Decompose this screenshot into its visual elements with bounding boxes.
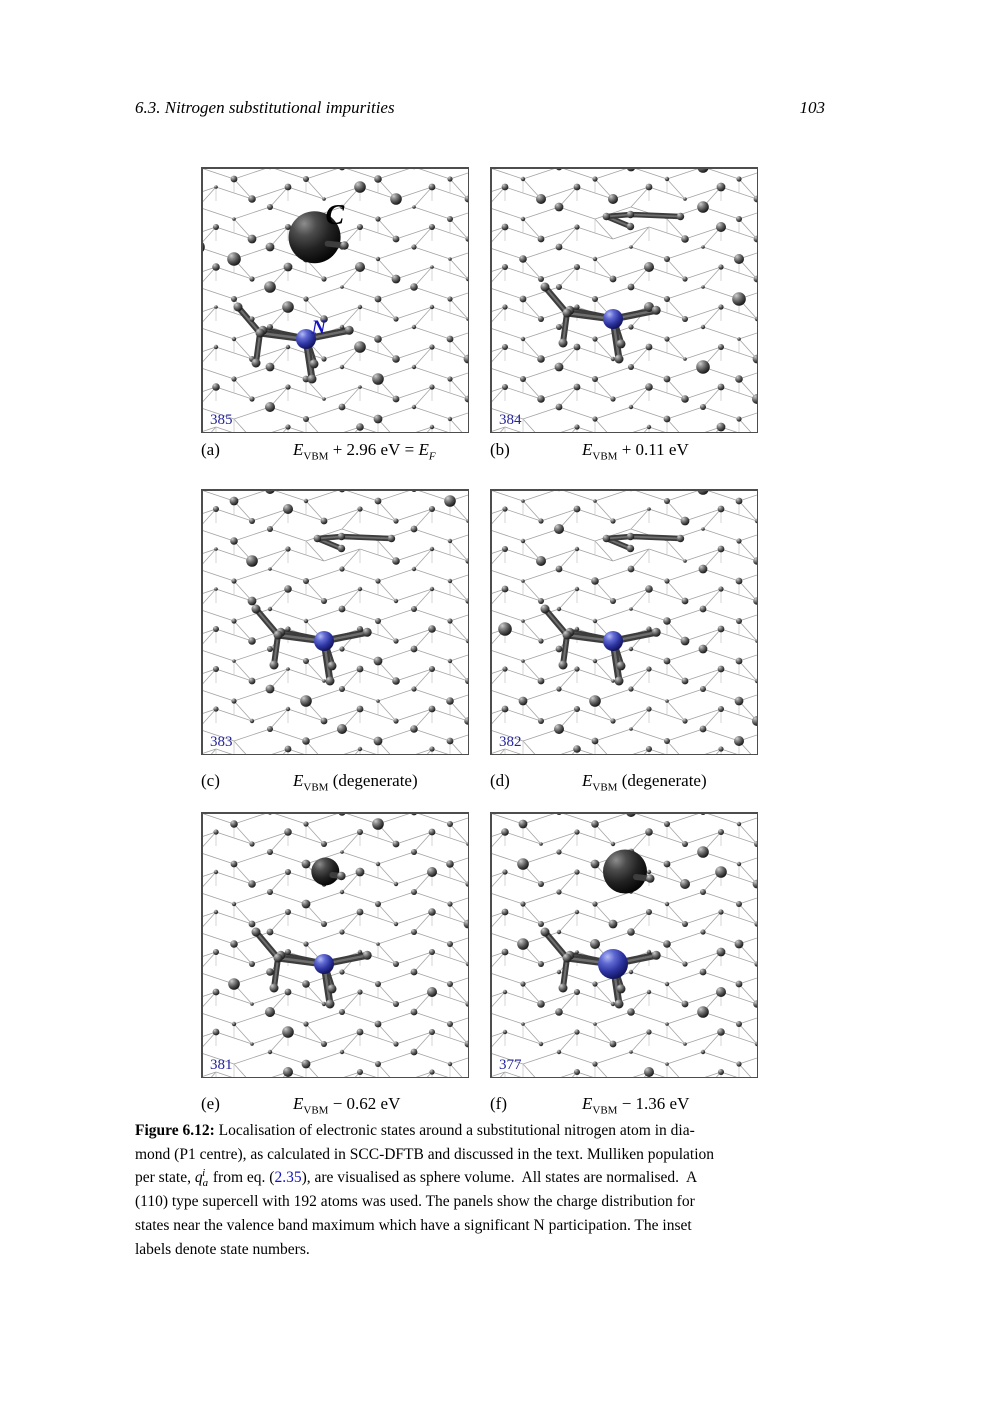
svg-text:N: N (311, 317, 328, 339)
svg-text:382: 382 (499, 734, 522, 750)
svg-text:385: 385 (210, 412, 233, 428)
svg-text:377: 377 (499, 1057, 522, 1073)
svg-text:384: 384 (499, 412, 522, 428)
svg-text:C: C (326, 200, 345, 231)
svg-text:381: 381 (210, 1057, 233, 1073)
svg-text:383: 383 (210, 734, 233, 750)
